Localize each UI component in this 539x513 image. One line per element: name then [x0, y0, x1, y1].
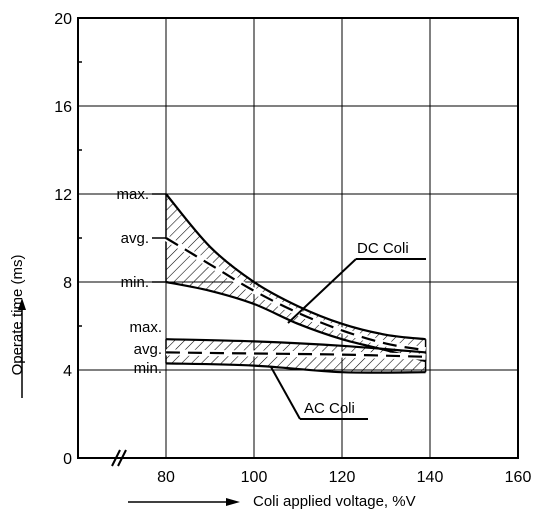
y-axis-label: Operate time (ms) [9, 255, 26, 376]
x-axis-label: Coli applied voltage, %V [253, 493, 416, 510]
x-tick-120: 120 [329, 469, 356, 486]
x-tick-100: 100 [241, 469, 268, 486]
dc-callout-leader [287, 258, 357, 324]
ac-coli-label: AC Coli [304, 400, 355, 417]
axis-break-mark-2 [117, 449, 127, 467]
band-area-dc-coli [166, 194, 426, 362]
series-dc-coli-avg [165, 237, 426, 352]
label-ac-avg: avg. [134, 341, 162, 358]
series-lines [164, 193, 427, 374]
series-ac-coli-max [165, 338, 426, 354]
series-dc-coli-max [165, 193, 426, 341]
label-dc-avg: avg. [121, 230, 149, 247]
series-ac-coli-min [165, 362, 426, 374]
y-tick-12: 12 [54, 187, 72, 204]
y-tick-0: 0 [63, 451, 72, 468]
x-arrow-head [226, 498, 240, 506]
x-tick-80: 80 [157, 469, 175, 486]
y-arrow-head [18, 298, 26, 310]
x-tick-160: 160 [505, 469, 532, 486]
axis-break-mark-1 [111, 449, 121, 467]
tick-labels: 0 4 8 12 16 20 80 100 120 140 160 [54, 11, 531, 486]
axis-titles: Coli applied voltage, %V Operate time (m… [9, 255, 416, 510]
y-tick-16: 16 [54, 99, 72, 116]
annotations: max. avg. min. max. avg. min. DC Coli AC Coli [18, 61, 426, 506]
y-tick-8: 8 [63, 275, 72, 292]
series-ac-coli-avg [165, 351, 426, 358]
y-tick-20: 20 [54, 11, 72, 28]
dc-coli-label: DC Coli [357, 240, 409, 257]
y-tick-4: 4 [63, 363, 72, 380]
ac-callout-leader [270, 366, 301, 420]
label-dc-min: min. [121, 274, 149, 291]
label-ac-min: min. [134, 360, 162, 377]
label-ac-max: max. [129, 319, 162, 336]
label-dc-max: max. [116, 186, 149, 203]
x-tick-140: 140 [417, 469, 444, 486]
